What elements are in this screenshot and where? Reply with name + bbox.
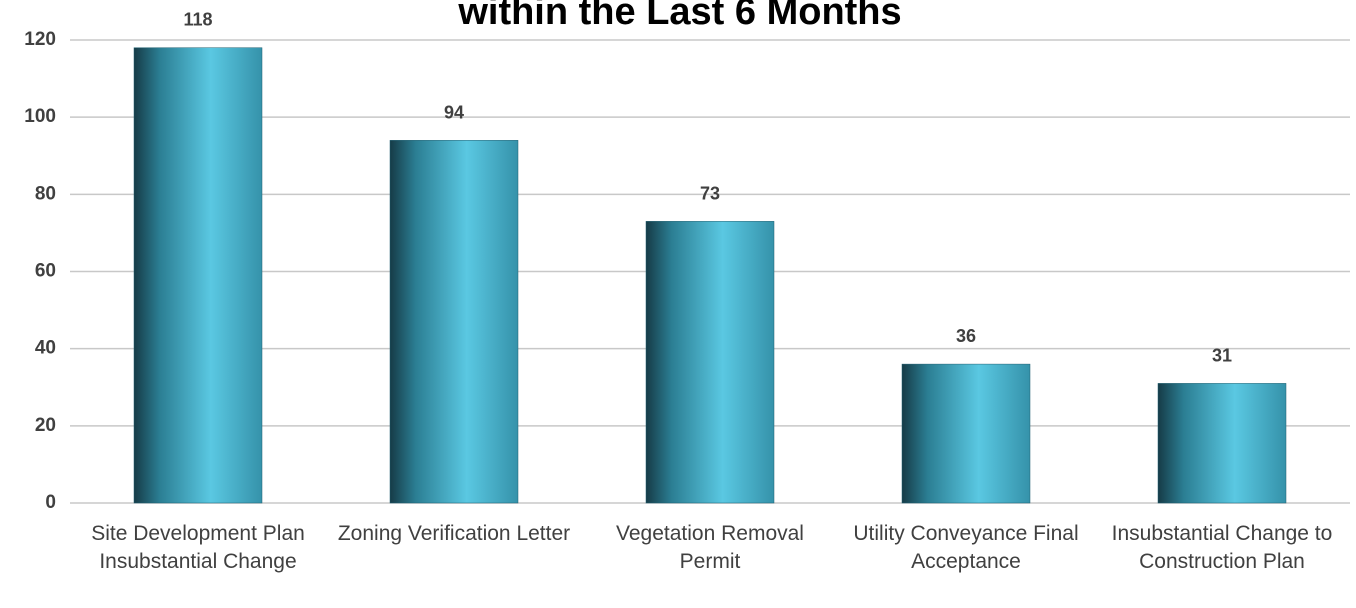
- data-label: 118: [183, 10, 212, 30]
- y-tick-label: 120: [24, 29, 56, 50]
- x-tick-label: Zoning Verification Letter: [338, 522, 570, 545]
- bar: [1157, 383, 1287, 504]
- y-tick-label: 100: [24, 106, 56, 127]
- x-tick-label: Site Development Plan Insubstantial Chang…: [91, 522, 305, 573]
- y-tick-label: 60: [35, 261, 56, 282]
- x-tick-label: Vegetation Removal Permit: [616, 522, 804, 573]
- data-label: 36: [956, 326, 976, 346]
- y-tick-label: 20: [35, 415, 56, 436]
- bar: [901, 363, 1031, 504]
- data-label: 94: [444, 102, 464, 122]
- bar: [133, 47, 263, 504]
- y-tick-label: 80: [35, 183, 56, 204]
- data-label: 31: [1212, 345, 1232, 365]
- data-label: 73: [700, 183, 720, 203]
- y-tick-label: 0: [45, 492, 56, 513]
- y-tick-label: 40: [35, 338, 56, 359]
- bar: [645, 221, 775, 504]
- chart-title: within the Last 6 Months: [457, 0, 901, 33]
- x-tick-label: Insubstantial Change to Construction Plan: [1112, 522, 1333, 573]
- x-tick-label: Utility Conveyance Final Acceptance: [853, 522, 1078, 573]
- bar: [389, 140, 519, 504]
